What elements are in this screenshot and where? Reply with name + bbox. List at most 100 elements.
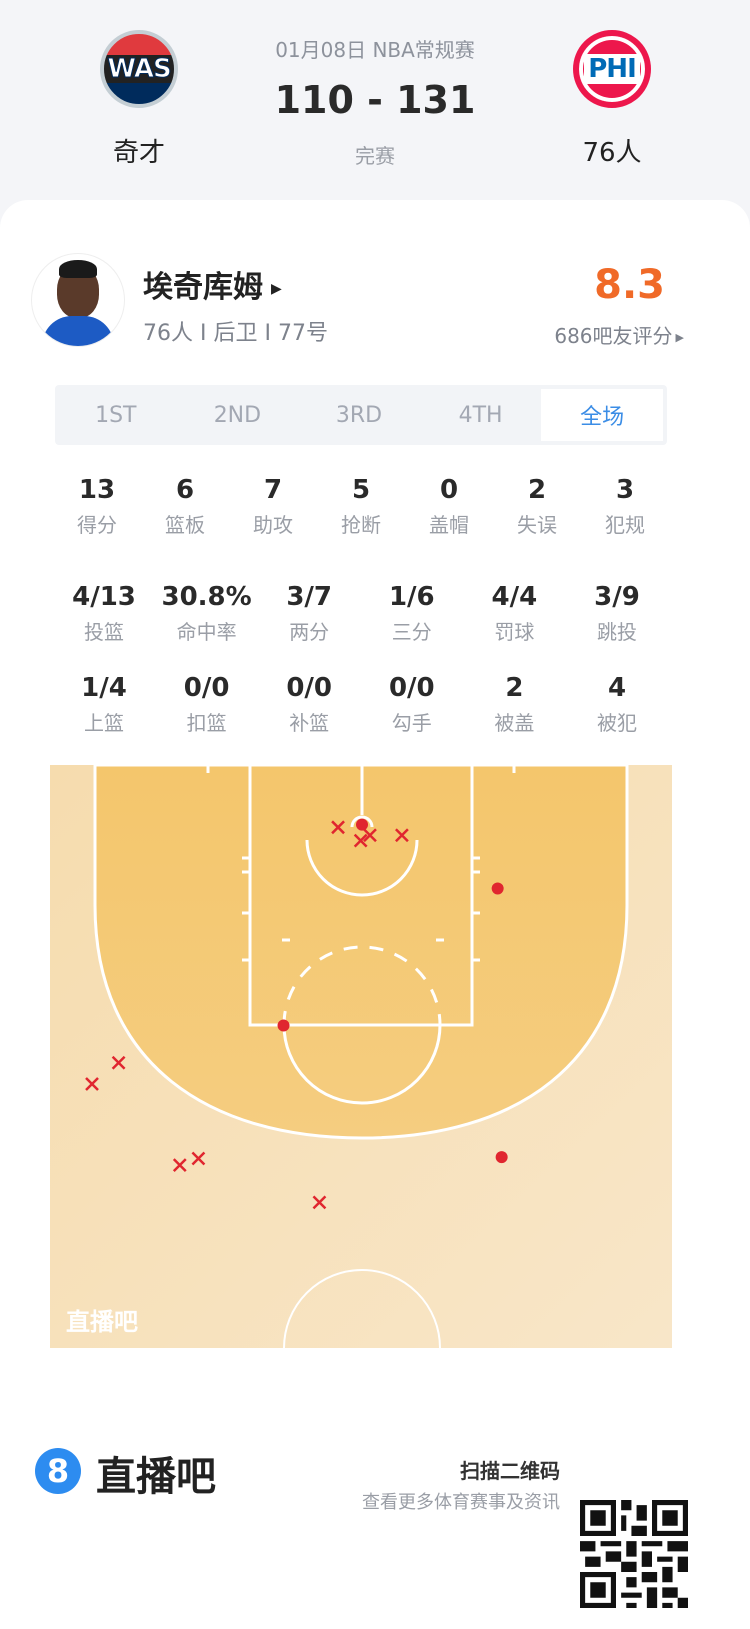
stat-label: 被犯 [597, 711, 637, 735]
stat-item: 6 篮板 [130, 473, 240, 538]
center-circle [283, 1269, 441, 1348]
match-score: 110 - 131 [274, 78, 476, 122]
stat-item: 1/6 三分 [357, 580, 467, 645]
stat-value: 4/4 [491, 582, 538, 612]
stat-item: 13 得分 [42, 473, 152, 538]
tab-3rd[interactable]: 3RD [335, 402, 383, 428]
caret-right-icon: ▶ [675, 331, 684, 344]
stat-label: 助攻 [253, 513, 293, 537]
scan-subtitle: 查看更多体育赛事及资讯 [362, 1492, 560, 1513]
tab-4th[interactable]: 4TH [458, 402, 503, 428]
phi-logo-text: PHI [584, 54, 640, 84]
free-throw-circle-top [282, 945, 442, 1026]
stat-label: 跳投 [597, 620, 637, 644]
brand-logo-icon: 8 [35, 1448, 81, 1494]
missed-shot-marker [363, 828, 377, 843]
stat-item: 0 盖帽 [394, 473, 504, 538]
stat-item: 7 助攻 [218, 473, 328, 538]
court-lines [206, 765, 516, 1348]
missed-shot-marker [353, 833, 368, 848]
stat-item: 1/4 上篮 [49, 671, 159, 736]
stat-label: 上篮 [84, 711, 124, 735]
stat-value: 30.8% [161, 582, 252, 612]
made-shot-marker [277, 1019, 290, 1032]
rating-count-text: 686吧友评分 [554, 324, 673, 348]
stat-label: 扣篮 [186, 711, 227, 735]
caret-right-icon: ▶ [271, 280, 282, 297]
missed-shot-marker [85, 1077, 99, 1091]
stat-item: 5 抢断 [306, 473, 416, 538]
stat-label: 投篮 [84, 620, 124, 644]
stat-label: 罚球 [494, 620, 535, 644]
stat-item: 4/13 投篮 [49, 580, 159, 645]
rating-count-link[interactable]: 686吧友评分 ▶ [554, 320, 684, 349]
stat-item: 3/9 跳投 [562, 580, 672, 645]
missed-shot-marker [172, 1158, 187, 1173]
stat-value: 13 [78, 475, 116, 505]
stat-value: 4/13 [72, 582, 136, 612]
stat-item: 0/0 勾手 [357, 671, 467, 736]
stat-value: 3 [615, 475, 635, 505]
lane-hash-marks [242, 856, 480, 962]
missed-shot-marker [312, 1195, 327, 1210]
phi-team-logo[interactable]: PHI [573, 30, 651, 108]
stat-value: 5 [351, 475, 371, 505]
shot-marks [85, 818, 508, 1210]
stat-value: 2 [527, 475, 547, 505]
stat-value: 1/6 [388, 582, 435, 612]
stat-item: 2 失误 [482, 473, 592, 538]
stat-label: 被盖 [494, 711, 535, 735]
tab-2nd[interactable]: 2ND [213, 402, 262, 428]
stat-label: 失误 [517, 513, 557, 537]
stat-value: 1/4 [81, 673, 127, 703]
scan-title: 扫描二维码 [460, 1459, 560, 1483]
made-shot-marker [495, 1151, 508, 1164]
tab-full-game[interactable]: 全场 [541, 389, 663, 441]
made-shot-marker [491, 882, 504, 895]
missed-shot-marker [395, 828, 409, 843]
stat-item: 2 被盖 [459, 671, 569, 736]
period-tabs: 1ST 2ND 3RD 4TH 全场 [55, 385, 667, 445]
stat-label: 命中率 [176, 620, 237, 644]
away-team-name: 76人 [582, 138, 642, 168]
player-rating: 8.3 [594, 262, 665, 308]
lane [248, 765, 474, 1027]
avatar-hair [59, 260, 97, 278]
player-info: 76人 I 后卫 I 77号 [143, 321, 328, 346]
stat-value: 0/0 [183, 673, 230, 703]
stat-item: 0/0 扣篮 [152, 671, 262, 736]
stat-label: 抢断 [341, 513, 381, 537]
three-point-line [93, 765, 629, 1140]
shot-chart-court: 直播吧 [50, 765, 672, 1348]
missed-shot-marker [111, 1055, 126, 1070]
free-throw-circle-bottom [282, 1024, 442, 1105]
stat-value: 7 [263, 475, 283, 505]
hoop [350, 815, 374, 828]
restricted-arc [305, 839, 419, 897]
stat-value: 0/0 [286, 673, 333, 703]
avatar-jersey [42, 316, 114, 346]
tab-1st[interactable]: 1ST [95, 402, 137, 428]
qr-code[interactable] [580, 1500, 688, 1608]
stat-value: 2 [505, 673, 524, 703]
stat-item: 4 被犯 [562, 671, 672, 736]
stat-item: 0/0 补篮 [254, 671, 364, 736]
was-team-logo[interactable]: WAS [100, 30, 178, 108]
match-status: 完赛 [355, 144, 395, 168]
player-name[interactable]: 埃奇库姆 ▶ [143, 262, 282, 306]
made-shot-marker [356, 818, 368, 831]
match-date-league: 01月08日 NBA常规赛 [275, 38, 475, 62]
stat-label: 得分 [77, 513, 117, 537]
court-watermark: 直播吧 [66, 1308, 138, 1336]
stat-label: 勾手 [391, 711, 432, 735]
home-team-name: 奇才 [112, 138, 165, 168]
stat-item: 3/7 两分 [254, 580, 364, 645]
missed-shot-marker [331, 820, 345, 835]
player-avatar[interactable] [31, 253, 125, 347]
was-logo-text: WAS [107, 54, 172, 85]
player-name-text: 埃奇库姆 [143, 270, 263, 305]
stat-value: 3/7 [286, 582, 333, 612]
stat-item: 4/4 罚球 [459, 580, 569, 645]
stat-label: 犯规 [605, 513, 645, 537]
stat-label: 盖帽 [429, 513, 469, 537]
